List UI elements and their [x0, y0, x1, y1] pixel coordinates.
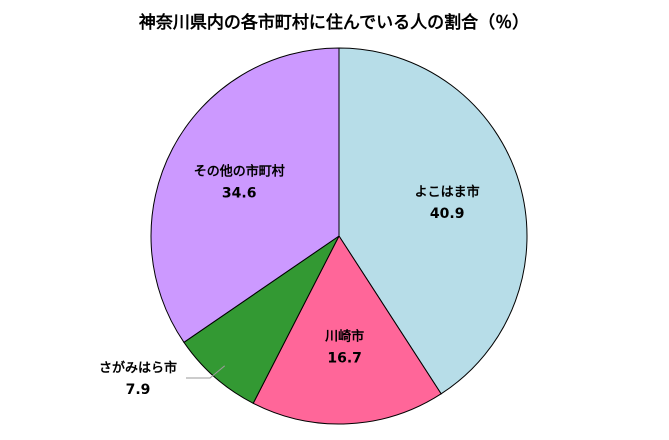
slice-label-3: さがみはら市: [99, 360, 177, 376]
leader-lines: [186, 365, 226, 379]
pie-slices: [150, 47, 528, 425]
slice-value-4: 34.6: [222, 185, 257, 201]
slice-value-1: 40.9: [430, 206, 465, 222]
slice-label-2: 川崎市: [324, 329, 364, 345]
pie-slice-4: [150, 47, 340, 344]
pie-slice-2: [252, 235, 442, 425]
pie-slice-3: [183, 235, 340, 404]
slice-label-1: よこはま市: [415, 184, 480, 200]
leader-line-3: [186, 365, 226, 379]
pie-slice-1: [338, 47, 528, 395]
slice-value-2: 16.7: [327, 351, 362, 367]
slice-label-4: その他の市町村: [194, 163, 285, 179]
slice-labels: よこはま市 40.9 川崎市 16.7 さがみはら市 7.9 その他の市町村 34.6: [99, 163, 480, 398]
chart-title: 神奈川県内の各市町村に住んでいる人の割合（％）: [139, 12, 529, 33]
slice-value-3: 7.9: [126, 382, 151, 398]
